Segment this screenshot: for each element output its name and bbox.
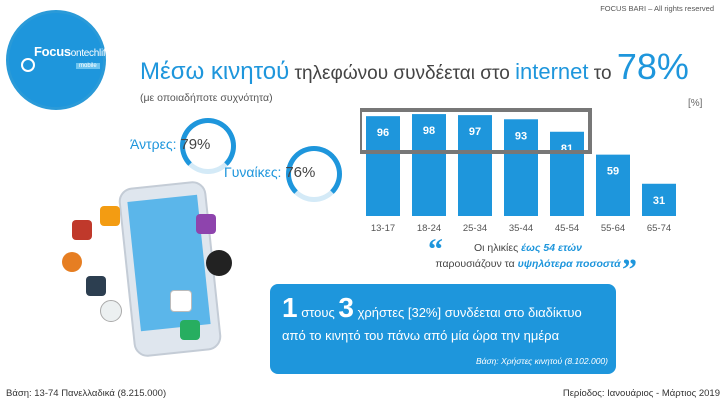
x-tick-labels: 13-17 18-24 25-34 35-44 45-54 55-64 65-74 [371,223,671,234]
magnifier-icon [21,58,35,72]
title-part1: Μέσω κινητού [140,58,290,85]
copyright-text: FOCUS BARI – All rights reserved [600,4,714,13]
footer-base: Βάση: 13-74 Πανελλαδικά (8.215.000) [6,388,167,399]
film-icon [86,276,106,296]
age-quote: Οι ηλικίες έως 54 ετών παρουσιάζουν τα υ… [404,240,652,272]
x-tick-label: 13-17 [371,223,395,234]
callout-line2: από το κινητό του πάνω από μία ώρα την η… [282,328,560,343]
bar-18-24 [412,114,446,216]
app-icon [196,214,216,234]
men-label: Άντρες: [130,136,177,152]
quote-line2a: παρουσιάζουν τα [435,258,518,270]
quote-line2b: υψηλότερα ποσοστά [517,258,621,270]
close-quote-icon: ” [622,253,637,286]
bar-value-label: 59 [607,166,619,178]
callout-num1: 1 [282,292,298,323]
logo-brand: Focus [34,44,71,59]
bar-13-17 [366,116,400,216]
x-tick-label: 35-44 [509,223,533,234]
footer-period: Περίοδος: Ιανουάριος - Μάρτιος 2019 [562,388,720,399]
quote-line1b: έως 54 ετών [521,242,583,254]
mail-icon [170,290,192,312]
callout-text1: στους [297,305,339,320]
unit-label: [%] [688,98,703,109]
quote-line1a: Οι ηλικίες [473,242,522,254]
bar-value-label: 98 [423,125,435,137]
x-tick-label: 55-64 [601,223,625,234]
bar-35-44 [504,119,538,216]
bar-55-64 [596,154,630,216]
women-stat: Γυναίκες: 76% [224,164,315,181]
logo-text: Focusontechlife [14,44,111,59]
men-gauge [180,118,236,174]
open-quote-icon: “ [428,233,443,266]
bar-value-label: 97 [469,126,481,138]
bar-25-34 [458,115,492,216]
page-title: Μέσω κινητού τηλεφώνου συνδέεται στο int… [140,46,689,88]
app-icon [180,320,200,340]
bar-45-54 [550,131,584,216]
women-gauge [286,146,342,202]
women-label: Γυναίκες: [224,164,282,180]
focus-logo-circle [6,10,106,110]
bar-65-74 [642,183,676,216]
title-part2: τηλεφώνου συνδέεται στο [289,63,516,84]
title-part4: το [588,63,617,84]
title-part3: internet [515,59,589,84]
page-subtitle: (με οποιαδήποτε συχνότητα) [140,92,273,104]
callout-line1: 1 στους 3 χρήστες [32%] συνδέεται στο δι… [282,292,582,324]
x-tick-label: 18-24 [417,223,441,234]
x-tick-label: 45-54 [555,223,579,234]
x-tick-label: 65-74 [647,223,671,234]
bar-value-label: 31 [653,195,665,207]
highlight-frame [360,108,592,154]
women-value: 76% [285,164,316,181]
logo-brand2: ontechlife [70,48,111,59]
rss-icon [62,252,82,272]
title-percent: 78% [616,46,689,87]
callout-base: Βάση: Χρήστες κινητού (8.102.000) [475,356,608,366]
camera-icon [206,250,232,276]
men-stat: Άντρες: 79% [130,136,210,153]
clock-icon [100,300,122,322]
x-tick-label: 25-34 [463,223,487,234]
callout-text2: χρήστες [32%] συνδέεται στο διαδίκτυο [353,305,582,320]
app-icon [72,220,92,240]
logo-sub: mobile [76,63,100,69]
bar-value-label: 96 [377,127,389,139]
men-value: 79% [180,136,211,153]
callout-num2: 3 [338,292,354,323]
callout-box [270,284,616,374]
bar-value-label: 93 [515,130,527,142]
app-icon [100,206,120,226]
